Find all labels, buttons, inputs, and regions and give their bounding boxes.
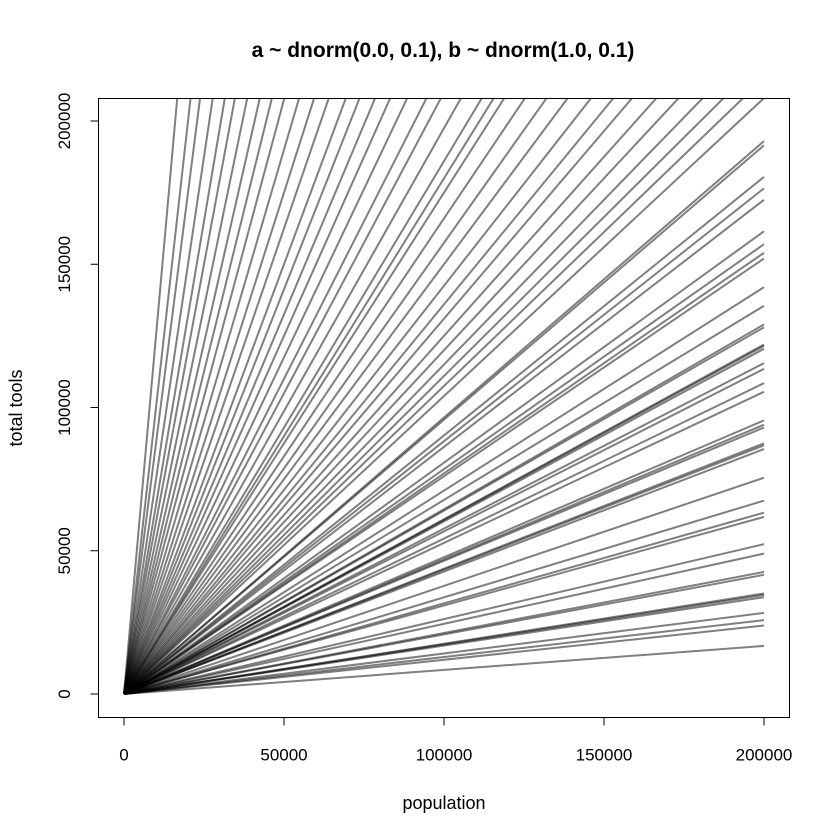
series-line-42 bbox=[123, 98, 765, 695]
series-line-51 bbox=[123, 98, 569, 695]
series-line-62 bbox=[123, 98, 377, 695]
series-line-65 bbox=[123, 98, 330, 695]
series-line-35 bbox=[123, 243, 765, 695]
series-line-47 bbox=[123, 98, 658, 695]
y-tick-label: 0 bbox=[55, 689, 74, 698]
series-line-39 bbox=[123, 176, 765, 695]
series-line-25 bbox=[123, 362, 765, 695]
series-line-55 bbox=[123, 98, 495, 695]
series-line-67 bbox=[123, 98, 301, 695]
series-line-15 bbox=[123, 476, 765, 695]
series-line-49 bbox=[123, 98, 615, 695]
series-line-72 bbox=[123, 98, 236, 695]
series-line-7 bbox=[123, 592, 765, 695]
series-line-38 bbox=[123, 187, 765, 695]
series-line-52 bbox=[123, 98, 548, 695]
series-line-57 bbox=[123, 98, 462, 695]
series-line-44 bbox=[123, 98, 725, 695]
x-axis: 0 50000 100000 150000 200000 bbox=[119, 717, 793, 765]
series-line-36 bbox=[123, 230, 765, 695]
series-line-60 bbox=[123, 98, 409, 695]
series-line-9 bbox=[123, 570, 765, 695]
y-tick-label: 100000 bbox=[55, 379, 74, 436]
x-axis-label: population bbox=[402, 793, 485, 813]
y-tick-label: 50000 bbox=[55, 527, 74, 574]
series-line-70 bbox=[123, 98, 261, 695]
series-line-56 bbox=[123, 98, 483, 695]
series-line-69 bbox=[123, 98, 273, 695]
series-line-66 bbox=[123, 98, 316, 695]
series-lines bbox=[123, 98, 765, 695]
x-tick-label: 50000 bbox=[260, 746, 307, 765]
series-line-48 bbox=[123, 98, 634, 695]
x-tick-label: 100000 bbox=[416, 746, 473, 765]
x-tick-label: 200000 bbox=[736, 746, 793, 765]
series-line-45 bbox=[123, 98, 704, 695]
series-line-32 bbox=[123, 286, 765, 695]
series-line-37 bbox=[123, 198, 765, 695]
series-line-31 bbox=[123, 304, 765, 695]
y-axis-label: total tools bbox=[6, 369, 26, 446]
series-line-34 bbox=[123, 251, 765, 695]
series-line-53 bbox=[123, 98, 526, 695]
y-tick-label: 200000 bbox=[55, 93, 74, 150]
series-line-64 bbox=[123, 98, 347, 695]
series-line-21 bbox=[123, 419, 765, 695]
series-line-59 bbox=[123, 98, 428, 695]
series-line-46 bbox=[123, 98, 680, 695]
series-line-4 bbox=[123, 611, 765, 695]
x-tick-label: 150000 bbox=[576, 746, 633, 765]
chart-title: a ~ dnorm(0.0, 0.1), b ~ dnorm(1.0, 0.1) bbox=[252, 39, 635, 62]
series-line-43 bbox=[123, 98, 745, 695]
series-line-50 bbox=[123, 98, 593, 695]
series-line-68 bbox=[123, 98, 286, 695]
series-line-54 bbox=[123, 98, 506, 695]
series-line-28 bbox=[123, 343, 765, 695]
series-line-30 bbox=[123, 323, 765, 695]
series-line-10 bbox=[123, 552, 765, 695]
x-tick-label: 0 bbox=[119, 746, 128, 765]
series-line-22 bbox=[123, 390, 765, 695]
series-line-63 bbox=[123, 98, 361, 695]
series-line-71 bbox=[123, 98, 249, 695]
series-line-11 bbox=[123, 543, 765, 695]
series-line-18 bbox=[123, 442, 765, 695]
series-line-41 bbox=[123, 140, 765, 695]
y-tick-label: 150000 bbox=[55, 236, 74, 293]
series-line-23 bbox=[123, 382, 765, 695]
series-line-14 bbox=[123, 499, 765, 695]
y-axis: 0 50000 100000 150000 200000 bbox=[55, 93, 99, 699]
series-line-13 bbox=[123, 511, 765, 695]
series-line-61 bbox=[123, 98, 392, 695]
series-line-1 bbox=[123, 644, 765, 695]
series-line-3 bbox=[123, 619, 765, 695]
series-line-58 bbox=[123, 98, 442, 695]
